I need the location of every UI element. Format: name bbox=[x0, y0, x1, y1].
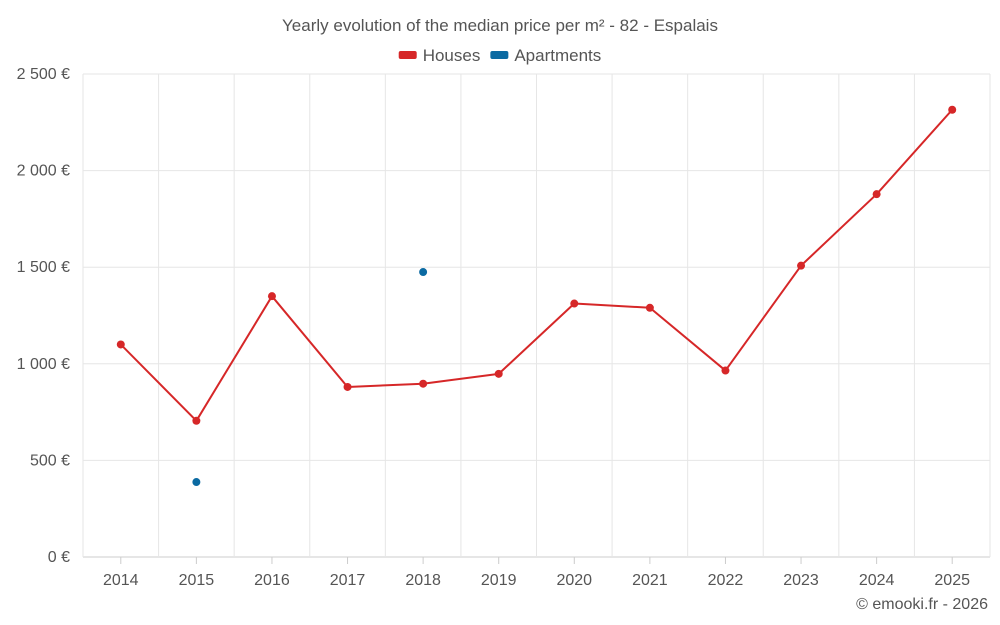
apartments-point[interactable] bbox=[419, 268, 428, 277]
y-tick-label: 1 000 € bbox=[17, 356, 70, 373]
legend-swatch bbox=[490, 51, 509, 59]
legend: Houses Apartments bbox=[398, 46, 601, 65]
houses-point[interactable] bbox=[948, 105, 957, 114]
legend-item-houses[interactable]: Houses bbox=[398, 46, 481, 65]
houses-point[interactable] bbox=[645, 303, 654, 312]
x-tick-label: 2014 bbox=[103, 572, 139, 589]
legend-label: Apartments bbox=[514, 46, 601, 65]
credit: © emooki.fr - 2026 bbox=[856, 596, 988, 613]
y-axis: 0 € 500 € 1 000 € 1 500 € 2 000 € 2 500 € bbox=[17, 66, 70, 566]
grid bbox=[82, 73, 991, 558]
houses-point[interactable] bbox=[343, 382, 352, 391]
y-tick-label: 500 € bbox=[30, 452, 70, 469]
houses-point[interactable] bbox=[267, 292, 276, 301]
x-tick-label: 2021 bbox=[632, 572, 668, 589]
x-tick-label: 2020 bbox=[556, 572, 592, 589]
x-tick-label: 2015 bbox=[179, 572, 215, 589]
x-tick-label: 2025 bbox=[934, 572, 970, 589]
legend-label: Houses bbox=[423, 46, 481, 65]
houses-point[interactable] bbox=[192, 416, 201, 425]
houses-point[interactable] bbox=[419, 379, 428, 388]
houses-point[interactable] bbox=[721, 366, 730, 375]
x-axis: 2014 2015 2016 2017 2018 2019 2020 2021 2022 2023… bbox=[103, 557, 970, 589]
legend-item-apartments[interactable]: Apartments bbox=[490, 46, 601, 65]
houses-point[interactable] bbox=[797, 261, 806, 270]
x-tick-label: 2019 bbox=[481, 572, 517, 589]
x-tick-label: 2016 bbox=[254, 572, 290, 589]
y-tick-label: 0 € bbox=[48, 549, 70, 566]
houses-point[interactable] bbox=[570, 299, 579, 308]
series-layer bbox=[116, 105, 957, 487]
houses-line bbox=[120, 109, 953, 422]
houses-point[interactable] bbox=[494, 369, 503, 378]
y-tick-label: 1 500 € bbox=[17, 259, 70, 276]
chart-title: Yearly evolution of the median price per… bbox=[282, 16, 718, 35]
y-tick-label: 2 000 € bbox=[17, 163, 70, 180]
y-tick-label: 2 500 € bbox=[17, 66, 70, 83]
x-tick-label: 2024 bbox=[859, 572, 895, 589]
houses-point[interactable] bbox=[116, 340, 125, 349]
houses-point[interactable] bbox=[872, 190, 881, 199]
x-tick-label: 2023 bbox=[783, 572, 819, 589]
apartments-point[interactable] bbox=[192, 478, 201, 487]
x-tick-label: 2022 bbox=[708, 572, 744, 589]
x-tick-label: 2018 bbox=[405, 572, 441, 589]
legend-swatch bbox=[398, 51, 417, 59]
x-tick-label: 2017 bbox=[330, 572, 366, 589]
